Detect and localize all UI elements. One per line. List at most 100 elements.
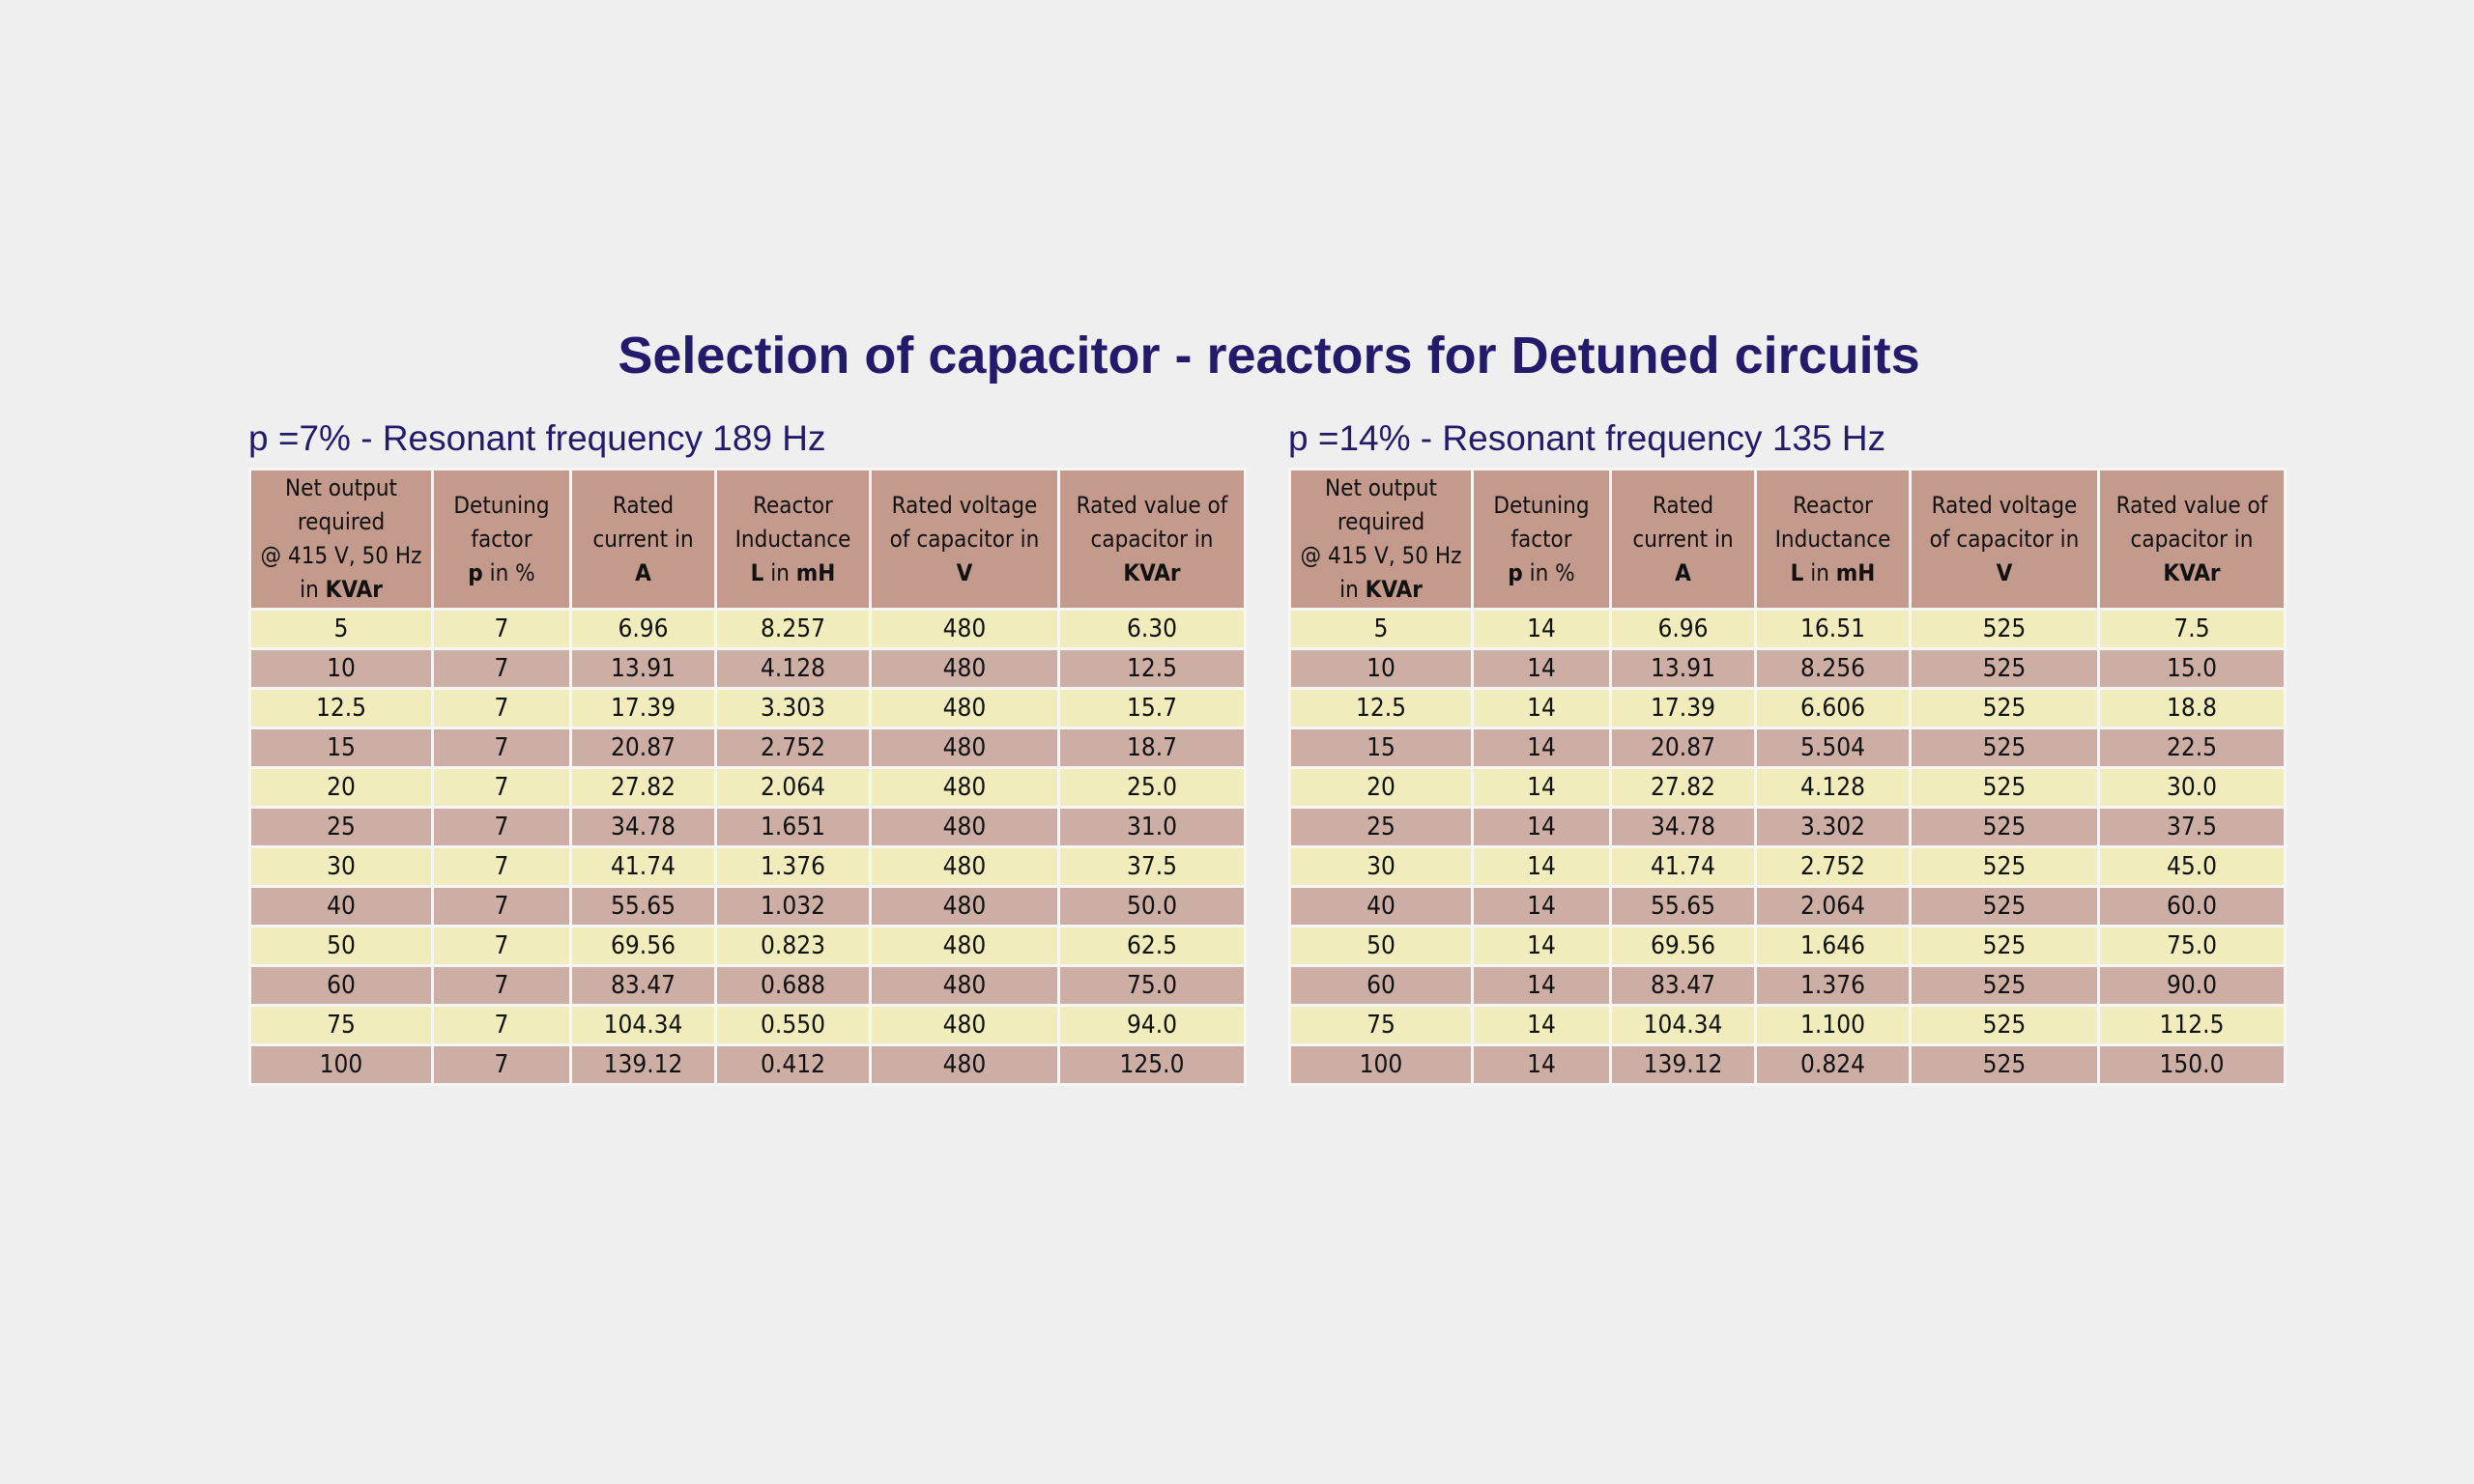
cell-reactor-inductance: 1.651 <box>714 806 872 848</box>
header-unit-line: L in mH <box>1759 556 1908 590</box>
cell-detuning-factor: 14 <box>1471 1004 1612 1046</box>
cell-detuning-factor: 14 <box>1471 687 1612 729</box>
cell-reactor-inductance: 6.606 <box>1754 687 1912 729</box>
cell-detuning-factor: 7 <box>431 727 572 769</box>
header-unit-text: in % <box>1522 558 1575 586</box>
cell-detuning-factor: 14 <box>1471 806 1612 848</box>
header-cell-rated-voltage: Rated voltage of capacitor in V <box>869 468 1060 611</box>
header-unit-text: in % <box>482 558 535 586</box>
cell-detuning-factor: 7 <box>431 608 572 650</box>
selection-table-p7: Net output required @ 415 V, 50 Hz in KVAr D… <box>248 468 1247 1086</box>
header-unit: KVAr <box>2163 558 2221 586</box>
header-cell-rated-value: Rated value of capacitor in KVAr <box>2097 468 2287 611</box>
cell-rated-voltage: 480 <box>869 964 1060 1007</box>
cell-reactor-inductance: 1.376 <box>1754 964 1912 1007</box>
cell-rated-current: 13.91 <box>1609 647 1757 690</box>
cell-net-output: 12.5 <box>1288 687 1474 729</box>
cell-net-output: 5 <box>1288 608 1474 650</box>
cell-reactor-inductance: 1.646 <box>1754 925 1912 967</box>
header-unit: mH <box>1835 558 1876 586</box>
cell-reactor-inductance: 0.823 <box>714 925 872 967</box>
table-row: 15 14 20.87 5.504 525 22.5 <box>1288 727 2287 769</box>
header-line: Reactor <box>1793 491 1873 519</box>
cell-net-output: 15 <box>248 727 434 769</box>
cell-rated-voltage: 525 <box>1909 845 2100 888</box>
cell-rated-current: 83.47 <box>1609 964 1757 1007</box>
header-cell-detuning-factor: Detuning factor p in % <box>1471 468 1612 611</box>
table-row: 100 14 139.12 0.824 525 150.0 <box>1288 1043 2287 1086</box>
cell-rated-voltage: 480 <box>869 727 1060 769</box>
cell-rated-value: 12.5 <box>1057 647 1247 690</box>
table-row: 10 14 13.91 8.256 525 15.0 <box>1288 647 2287 690</box>
table-row: 60 7 83.47 0.688 480 75.0 <box>248 964 1247 1007</box>
header-line: required <box>297 508 386 535</box>
header-cell-reactor-inductance: Reactor Inductance L in mH <box>1754 468 1912 611</box>
cell-rated-voltage: 480 <box>869 885 1060 928</box>
cell-net-output: 40 <box>248 885 434 928</box>
cell-net-output: 75 <box>248 1004 434 1046</box>
cell-rated-current: 41.74 <box>1609 845 1757 888</box>
cell-net-output: 40 <box>1288 885 1474 928</box>
header-row: Net output required @ 415 V, 50 Hz in KVAr D… <box>248 468 1247 611</box>
cell-rated-voltage: 525 <box>1909 1043 2100 1086</box>
header-line: Detuning <box>453 491 550 519</box>
selection-table-p14: Net output required @ 415 V, 50 Hz in KVAr D… <box>1288 468 2287 1086</box>
header-line: Rated <box>1652 491 1714 519</box>
cell-rated-voltage: 525 <box>1909 885 2100 928</box>
cell-net-output: 75 <box>1288 1004 1474 1046</box>
cell-detuning-factor: 14 <box>1471 925 1612 967</box>
header-cell-rated-voltage: Rated voltage of capacitor in V <box>1909 468 2100 611</box>
cell-net-output: 25 <box>1288 806 1474 848</box>
cell-detuning-factor: 7 <box>431 1043 572 1086</box>
cell-reactor-inductance: 0.412 <box>714 1043 872 1086</box>
table-panel-p7: p =7% - Resonant frequency 189 Hz Net ou… <box>248 415 1247 1086</box>
cell-rated-value: 25.0 <box>1057 766 1247 809</box>
cell-rated-value: 60.0 <box>2097 885 2287 928</box>
table-row: 12.5 14 17.39 6.606 525 18.8 <box>1288 687 2287 729</box>
table-row: 75 7 104.34 0.550 480 94.0 <box>248 1004 1247 1046</box>
header-line: Net output <box>285 474 397 501</box>
table-row: 60 14 83.47 1.376 525 90.0 <box>1288 964 2287 1007</box>
header-unit-line: L in mH <box>719 556 868 590</box>
header-unit-line: in KVAr <box>253 573 430 607</box>
cell-rated-current: 20.87 <box>1609 727 1757 769</box>
header-unit-line: KVAr <box>1062 556 1243 590</box>
cell-detuning-factor: 7 <box>431 687 572 729</box>
table-row: 12.5 7 17.39 3.303 480 15.7 <box>248 687 1247 729</box>
cell-reactor-inductance: 8.256 <box>1754 647 1912 690</box>
header-line: Reactor <box>753 491 833 519</box>
cell-rated-current: 34.78 <box>1609 806 1757 848</box>
header-row: Net output required @ 415 V, 50 Hz in KVAr D… <box>1288 468 2287 611</box>
cell-rated-current: 17.39 <box>1609 687 1757 729</box>
page-title: Selection of capacitor - reactors for De… <box>618 327 1920 385</box>
cell-rated-value: 15.7 <box>1057 687 1247 729</box>
header-unit: A <box>1675 558 1691 586</box>
table-row: 50 7 69.56 0.823 480 62.5 <box>248 925 1247 967</box>
cell-reactor-inductance: 4.128 <box>1754 766 1912 809</box>
cell-reactor-inductance: 0.688 <box>714 964 872 1007</box>
header-unit: p <box>468 558 483 586</box>
cell-rated-value: 150.0 <box>2097 1043 2287 1086</box>
cell-detuning-factor: 7 <box>431 766 572 809</box>
cell-rated-current: 6.96 <box>569 608 717 650</box>
cell-rated-voltage: 480 <box>869 608 1060 650</box>
header-cell-rated-value: Rated value of capacitor in KVAr <box>1057 468 1247 611</box>
cell-reactor-inductance: 1.376 <box>714 845 872 888</box>
header-unit-line: p in % <box>1476 556 1608 590</box>
table-title-p7: p =7% - Resonant frequency 189 Hz <box>248 418 826 458</box>
header-unit: V <box>956 558 973 586</box>
cell-rated-value: 7.5 <box>2097 608 2287 650</box>
cell-net-output: 15 <box>1288 727 1474 769</box>
header-line: capacitor in <box>1090 525 1214 553</box>
table-row: 15 7 20.87 2.752 480 18.7 <box>248 727 1247 769</box>
cell-net-output: 50 <box>248 925 434 967</box>
cell-net-output: 30 <box>248 845 434 888</box>
cell-rated-current: 34.78 <box>569 806 717 848</box>
cell-rated-voltage: 480 <box>869 1043 1060 1086</box>
header-unit: A <box>635 558 651 586</box>
header-line: Inductance <box>734 525 851 553</box>
cell-detuning-factor: 14 <box>1471 885 1612 928</box>
header-line: Rated voltage <box>1931 491 2078 519</box>
table-row: 10 7 13.91 4.128 480 12.5 <box>248 647 1247 690</box>
cell-rated-current: 13.91 <box>569 647 717 690</box>
